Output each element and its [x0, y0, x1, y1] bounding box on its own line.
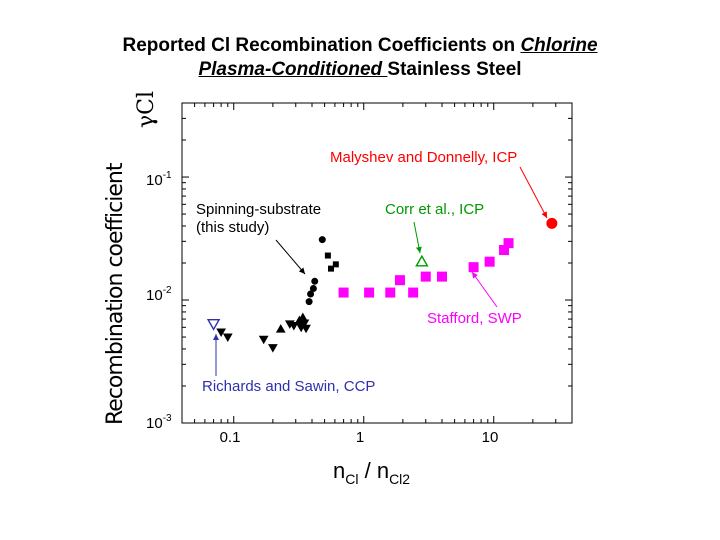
data-point	[318, 236, 326, 244]
y-tick-label-3: 10-3	[146, 413, 172, 432]
data-point	[216, 328, 226, 337]
arrow-stafford	[471, 271, 498, 308]
data-point	[324, 252, 331, 259]
data-point	[332, 261, 339, 268]
data-point	[297, 312, 308, 322]
data-point	[484, 256, 495, 267]
x-tick-label-10: 10	[482, 429, 499, 446]
annotation-richards: Richards and Sawin, CCP	[202, 378, 375, 395]
title-line-1: Reported Cl Recombination Coefficients o…	[0, 34, 720, 58]
data-point	[301, 324, 311, 334]
title-line1-prefix: Reported Cl Recombination Coefficients o…	[122, 35, 521, 56]
data-point	[394, 275, 405, 286]
y-overlay-text: Recombination coefficient	[103, 162, 128, 425]
data-point	[437, 271, 447, 282]
annotation-malyshev: Malyshev and Donnelly, ICP	[330, 149, 517, 166]
data-point	[420, 271, 431, 282]
data-point	[288, 322, 299, 331]
x-tick-label-1: 1	[356, 429, 364, 446]
title-line2-suffix: Stainless Steel	[387, 59, 522, 80]
title-line2-underlined: Plasma-Conditioned	[198, 59, 388, 80]
data-point	[546, 217, 558, 229]
data-point	[307, 290, 315, 298]
slide-title: Reported Cl Recombination Coefficients o…	[0, 34, 720, 82]
data-point	[311, 277, 319, 285]
data-point	[408, 287, 419, 298]
data-point	[206, 319, 221, 331]
annotation-spinning-2: (this study)	[196, 219, 269, 236]
axis-ticks	[181, 102, 573, 424]
data-point	[503, 238, 514, 249]
data-point	[468, 262, 479, 273]
data-point	[275, 324, 286, 333]
title-line-2: Plasma-Conditioned Stainless Steel	[0, 58, 720, 82]
data-point	[222, 333, 233, 343]
annotation-stafford: Stafford, SWP	[427, 310, 522, 327]
data-point	[305, 298, 313, 306]
data-point	[385, 287, 396, 298]
data-point	[415, 254, 429, 267]
annotation-spinning-1: Spinning-substrate	[196, 201, 321, 218]
data-points	[206, 217, 558, 353]
x-tick-label-0.1: 0.1	[220, 429, 241, 446]
y-tick-label-1: 10-1	[146, 170, 172, 189]
annotations: Malyshev and Donnelly, ICP Spinning-subs…	[196, 149, 548, 395]
data-point	[338, 287, 349, 298]
data-point	[327, 265, 334, 272]
data-point	[309, 285, 317, 293]
annotation-corr: Corr et al., ICP	[385, 201, 484, 218]
y-tick-labels: 10-1 10-2 10-3	[146, 170, 172, 432]
data-point	[258, 335, 269, 345]
arrow-malyshev	[519, 166, 548, 219]
arrow-spinning	[275, 239, 306, 275]
arrow-corr	[413, 221, 422, 254]
y-tick-label-2: 10-2	[146, 285, 172, 304]
x-tick-labels: 0.1 1 10	[220, 429, 499, 446]
y-axis-label: γCl	[134, 91, 159, 128]
title-line1-underlined: Chlorine	[520, 35, 598, 56]
data-point	[268, 344, 278, 353]
data-point	[364, 287, 375, 298]
x-axis-label: nCl / nCl2	[333, 458, 410, 487]
